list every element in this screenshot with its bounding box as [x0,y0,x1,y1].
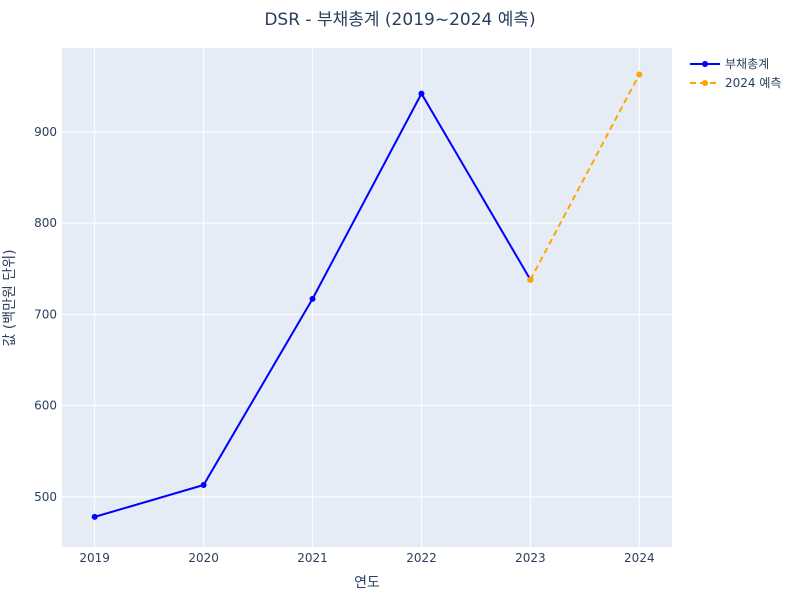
y-tick-label: 500 [34,490,57,504]
x-tick-label: 2023 [515,551,546,565]
series-layer [91,71,643,520]
legend-marker-liabilities [702,61,708,67]
data-point[interactable] [527,276,534,283]
tick-labels: 2019 2020 2021 2022 2023 2024 500 600 700 800 900 [34,125,655,565]
x-tick-label: 2019 [79,551,110,565]
legend-label-forecast: 2024 예측 [725,76,781,90]
y-tick-label: 900 [34,125,57,139]
y-tick-label: 800 [34,216,57,230]
legend-item-liabilities[interactable]: 부채총계 [690,57,769,71]
x-tick-label: 2022 [406,551,437,565]
y-tick-label: 700 [34,307,57,321]
y-axis-title: 값 (백만원 단위) [2,249,18,346]
legend[interactable]: 부채총계 2024 예측 [690,57,781,90]
data-point[interactable] [418,90,425,97]
x-tick-label: 2020 [188,551,219,565]
legend-marker-forecast [702,80,708,86]
chart-title: DSR - 부채총계 (2019~2024 예측) [264,10,535,30]
y-tick-label: 600 [34,399,57,413]
data-point[interactable] [91,513,98,520]
legend-item-forecast[interactable]: 2024 예측 [690,76,781,90]
data-point[interactable] [309,295,316,302]
plot-area [62,48,672,547]
x-tick-label: 2024 [624,551,655,565]
legend-label-liabilities: 부채총계 [725,57,769,71]
series-line-1 [529,73,641,281]
x-axis-title: 연도 [354,575,380,591]
data-point[interactable] [636,71,643,78]
x-tick-label: 2021 [297,551,328,565]
data-point[interactable] [200,481,207,488]
